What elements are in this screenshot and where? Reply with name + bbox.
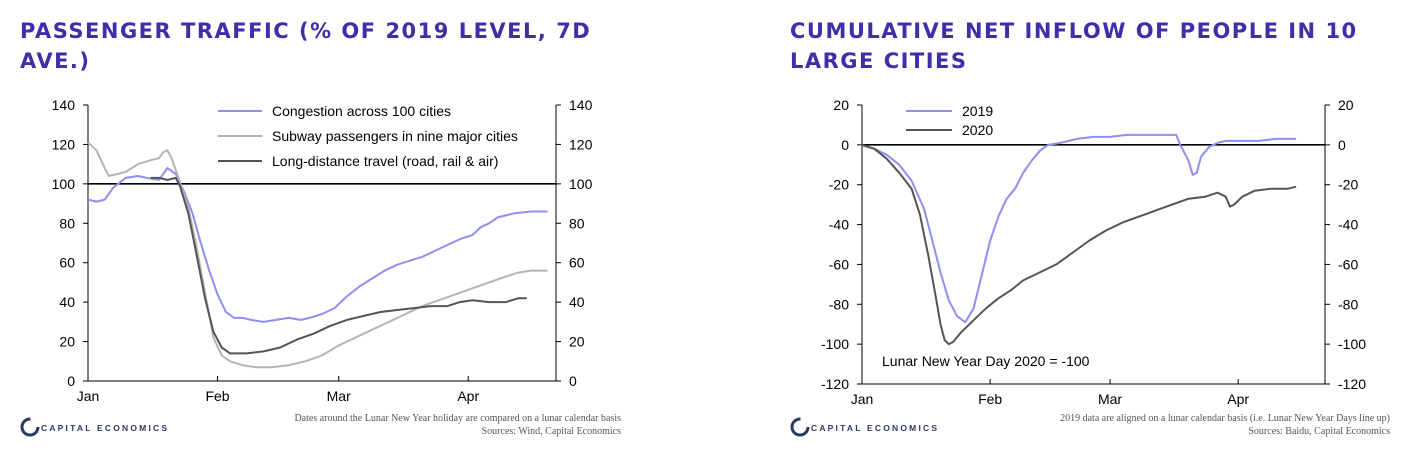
capital-economics-logo-icon (20, 417, 40, 437)
chart1-ytick-label-left: 140 (52, 97, 76, 113)
chart1-ytick-label-left: 60 (59, 255, 75, 271)
chart1-title: PASSENGER TRAFFIC (% OF 2019 LEVEL, 7D A… (20, 19, 592, 73)
chart1-ytick-label-left: 120 (52, 136, 76, 152)
chart2-ytick-label-left: -60 (829, 256, 849, 272)
chart2-ytick-label-left: -120 (821, 376, 849, 392)
chart1-xtick-label: Feb (205, 388, 229, 404)
chart1-ytick-label-right: 60 (569, 255, 585, 271)
chart2-annotation: Lunar New Year Day 2020 = -100 (882, 353, 1090, 369)
chart2-ytick-label-left: -80 (829, 296, 849, 312)
chart1-sources: Sources: Wind, Capital Economics (482, 426, 621, 437)
chart1-legend-label: Subway passengers in nine major cities (272, 128, 518, 144)
chart2-xtick-label: Jan (851, 391, 874, 407)
chart1-ytick-label-right: 0 (569, 373, 577, 389)
chart2-title: CUMULATIVE NET INFLOW OF PEOPLE IN 10 LA… (790, 19, 1358, 73)
chart1-xtick-label: Apr (457, 388, 479, 404)
chart2-ytick-label-right: -20 (1338, 177, 1358, 193)
chart2-ytick-label-left: -40 (829, 217, 849, 233)
chart2-ytick-label-left: 20 (833, 97, 849, 113)
chart1-series-congestion-across-100-cities (87, 167, 548, 323)
chart2-ytick-label-right: 0 (1338, 137, 1346, 153)
chart1-ytick-label-left: 20 (59, 334, 75, 350)
chart1-ytick-label-left: 40 (59, 294, 75, 310)
chart1-ytick-label-right: 120 (569, 136, 593, 152)
chart2-ytick-label-right: -60 (1338, 256, 1358, 272)
chart1-series-long-distance-travel-road-rail-air (150, 176, 527, 355)
chart1-series-subway-passengers-in-nine-major-cities (87, 141, 548, 369)
chart1-ytick-label-right: 80 (569, 215, 585, 231)
chart1-ytick-label-left: 100 (52, 176, 76, 192)
chart1-xtick-label: Jan (77, 388, 100, 404)
chart2-series-2019 (861, 133, 1297, 324)
chart1-ytick-label-right: 40 (569, 294, 585, 310)
chart2-xtick-label: Feb (978, 391, 1002, 407)
chart1-legend-label: Long-distance travel (road, rail & air) (272, 153, 498, 169)
chart2-logo: CAPITAL ECONOMICS (790, 417, 939, 437)
chart2-legend-label: 2019 (962, 103, 993, 119)
chart2-note: 2019 data are aligned on a lunar calenda… (1060, 413, 1390, 424)
capital-economics-logo-icon (790, 417, 810, 437)
chart2-ytick-label-left: 0 (841, 137, 849, 153)
chart1-logo-text: CAPITAL ECONOMICS (41, 423, 169, 433)
chart2-ytick-label-right: -100 (1338, 336, 1366, 352)
chart2-sources: Sources: Baidu, Capital Economics (1248, 426, 1390, 437)
chart1-ytick-label-right: 100 (569, 176, 593, 192)
chart2-ytick-label-left: -20 (829, 177, 849, 193)
chart2-ytick-label-right: 20 (1338, 97, 1354, 113)
chart2-ytick-label-right: -40 (1338, 217, 1358, 233)
chart1-logo: CAPITAL ECONOMICS (20, 417, 169, 437)
chart1-legend-label: Congestion across 100 cities (272, 103, 451, 119)
chart2-ytick-label-right: -80 (1338, 296, 1358, 312)
chart2-legend-label: 2020 (962, 122, 993, 138)
chart1-plot: 0 0 20 20 40 40 60 60 80 80 100 100 120 120 140 140 Jan F… (52, 97, 593, 404)
chart1-ytick-label-right: 20 (569, 334, 585, 350)
chart2-xtick-label: Apr (1227, 391, 1249, 407)
chart2-series-2020 (861, 143, 1297, 346)
chart1-xtick-label: Mar (327, 388, 351, 404)
chart2-plot: -120 -120 -100 -100 -80 -80 -60 -60 -40 -40 -20 -20… (821, 97, 1366, 407)
chart2-xtick-label: Mar (1098, 391, 1122, 407)
chart2-logo-text: CAPITAL ECONOMICS (811, 423, 939, 433)
chart2-ytick-label-left: -100 (821, 336, 849, 352)
chart1-ytick-label-left: 80 (59, 215, 75, 231)
chart1-ytick-label-right: 140 (569, 97, 593, 113)
chart1-ytick-label-left: 0 (67, 373, 75, 389)
chart2-ytick-label-right: -120 (1338, 376, 1366, 392)
chart1-note: Dates around the Lunar New Year holiday … (294, 413, 621, 424)
